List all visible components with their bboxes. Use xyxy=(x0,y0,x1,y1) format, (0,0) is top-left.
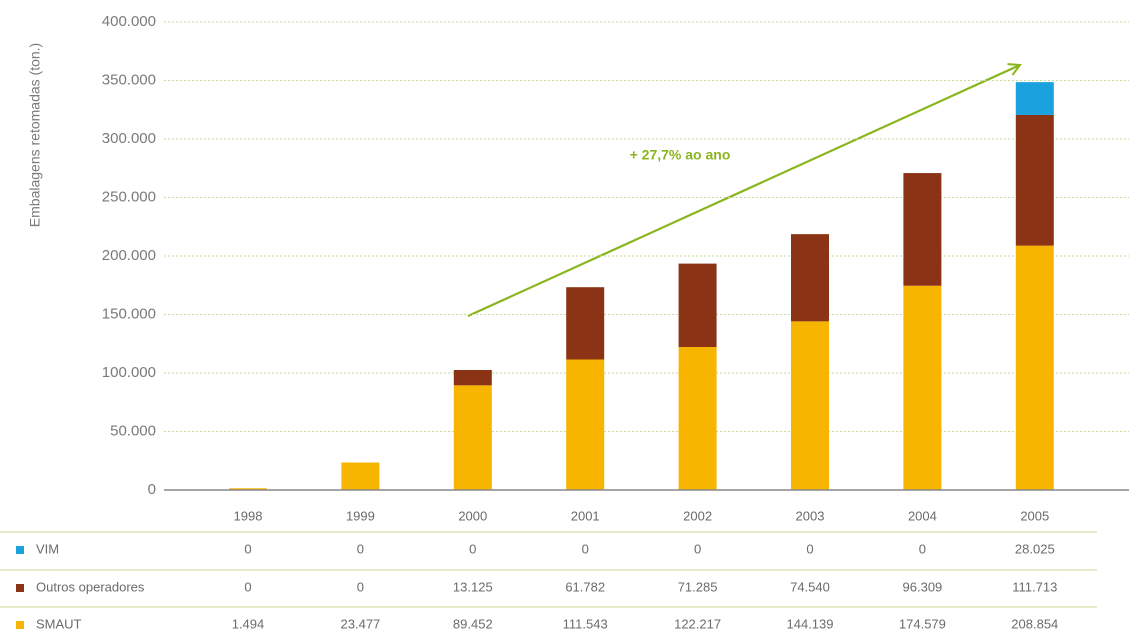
table-value: 0 xyxy=(244,541,251,556)
bar-segment xyxy=(903,285,942,490)
bar-segment xyxy=(1015,245,1054,490)
y-tick-label: 200.000 xyxy=(102,247,156,264)
table-value: 174.579 xyxy=(899,616,946,631)
legend-swatch xyxy=(16,546,24,554)
y-tick-label: 100.000 xyxy=(102,364,156,381)
y-tick-label: 0 xyxy=(148,481,156,498)
bar-segment xyxy=(903,173,942,286)
annotation: + 27,7% ao ano xyxy=(630,147,731,163)
table-value: 71.285 xyxy=(678,579,718,594)
bar-segment xyxy=(566,359,605,490)
bar-segment xyxy=(791,234,829,322)
bar-segment xyxy=(453,369,492,386)
table-value: 1.494 xyxy=(232,616,265,631)
table-value: 89.452 xyxy=(453,616,493,631)
legend-label: Outros operadores xyxy=(36,579,145,594)
legend-label: SMAUT xyxy=(36,616,82,631)
table-value: 13.125 xyxy=(453,579,493,594)
x-tick-label: 2004 xyxy=(908,508,937,523)
legend-label: VIM xyxy=(36,541,59,556)
y-tick-label: 400.000 xyxy=(102,13,156,30)
bar-segment xyxy=(1015,82,1054,115)
bar-segment xyxy=(566,287,605,360)
x-tick-label: 1998 xyxy=(234,508,263,523)
table-value: 74.540 xyxy=(790,579,830,594)
table-value: 0 xyxy=(806,541,813,556)
table-value: 61.782 xyxy=(565,579,605,594)
x-tick-label: 1999 xyxy=(346,508,375,523)
bar-segment xyxy=(453,385,492,490)
bar-segment xyxy=(229,488,267,490)
y-axis-label: Embalagens retomadas (ton.) xyxy=(27,43,43,227)
bar-segment xyxy=(678,347,717,490)
table-value: 111.713 xyxy=(1012,579,1057,594)
table-value: 96.309 xyxy=(903,579,943,594)
table-value: 0 xyxy=(582,541,589,556)
legend-swatch xyxy=(16,584,24,592)
x-tick-label: 2002 xyxy=(683,508,712,523)
bar-segment xyxy=(1015,114,1054,246)
table-value: 122.217 xyxy=(674,616,721,631)
x-tick-label: 2001 xyxy=(571,508,600,523)
bar-segment xyxy=(791,321,829,490)
y-tick-label: 150.000 xyxy=(102,305,156,322)
table-value: 111.543 xyxy=(563,616,608,631)
x-tick-label: 2000 xyxy=(458,508,487,523)
bar-segment xyxy=(678,263,717,348)
table-value: 0 xyxy=(694,541,701,556)
y-tick-label: 50.000 xyxy=(110,422,156,439)
table-value: 0 xyxy=(357,579,364,594)
table-value: 0 xyxy=(919,541,926,556)
table-value: 208.854 xyxy=(1011,616,1058,631)
bar-segment xyxy=(341,462,380,490)
table-value: 23.477 xyxy=(341,616,381,631)
y-tick-label: 350.000 xyxy=(102,71,156,88)
y-tick-label: 250.000 xyxy=(102,188,156,205)
table-value: 28.025 xyxy=(1015,541,1055,556)
trend-arrow xyxy=(467,65,1020,318)
table-value: 0 xyxy=(244,579,251,594)
table-value: 0 xyxy=(357,541,364,556)
y-tick-label: 300.000 xyxy=(102,130,156,147)
legend-swatch xyxy=(16,621,24,629)
x-tick-label: 2003 xyxy=(796,508,825,523)
table-value: 0 xyxy=(469,541,476,556)
table-value: 144.139 xyxy=(787,616,834,631)
x-tick-label: 2005 xyxy=(1020,508,1049,523)
